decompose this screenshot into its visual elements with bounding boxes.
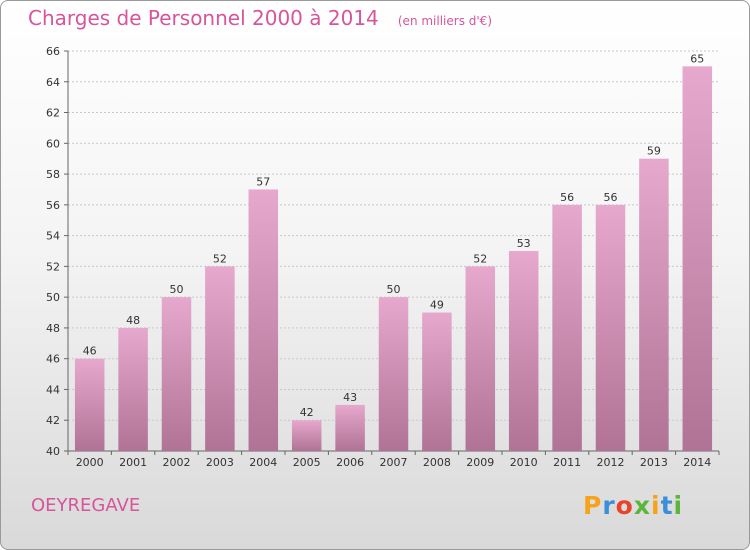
bar-2009	[465, 266, 496, 451]
bar-2004	[248, 189, 279, 451]
x-tick-label-2003: 2003	[206, 456, 234, 469]
y-tick-label: 66	[46, 45, 60, 58]
x-tick-label-2010: 2010	[510, 456, 538, 469]
chart-subtitle: (en milliers d'€)	[397, 14, 492, 28]
y-tick-label: 60	[46, 137, 60, 150]
y-tick-label: 44	[46, 383, 60, 396]
x-tick-label-2001: 2001	[119, 456, 147, 469]
bar-2013	[639, 158, 669, 451]
x-tick-label-2006: 2006	[336, 456, 364, 469]
logo-letter: P	[583, 491, 603, 520]
y-tick-label: 54	[46, 230, 60, 243]
logo-letter: i	[673, 491, 684, 520]
data-label-2010: 53	[517, 237, 531, 250]
bar-2002	[161, 297, 192, 451]
bar-2001	[118, 327, 148, 451]
x-tick-label-2008: 2008	[423, 456, 451, 469]
x-tick-label-2000: 2000	[76, 456, 104, 469]
labels: 46 2000 48 2001 50 2002 52 2003 57 2004 42 2005 43 20…	[76, 52, 712, 469]
data-label-2003: 52	[213, 252, 227, 265]
title-row: Charges de Personnel 2000 à 2014 (en mil…	[28, 6, 492, 30]
data-label-2011: 56	[560, 191, 574, 204]
bar-2010	[508, 251, 539, 451]
y-tick-label: 62	[46, 107, 60, 120]
data-label-2002: 50	[170, 283, 184, 296]
bar-2006	[335, 404, 365, 451]
bars	[74, 66, 713, 451]
axes: 40 42 44 46 48 50 52 54 56 58 60 62 64 66	[46, 45, 720, 458]
y-tick-label: 40	[46, 445, 60, 458]
logo-letter: t	[660, 491, 674, 520]
data-label-2009: 52	[473, 252, 487, 265]
bar-2003	[205, 266, 235, 451]
x-tick-label-2004: 2004	[249, 456, 277, 469]
x-tick-label-2013: 2013	[640, 456, 668, 469]
bar-2008	[422, 312, 452, 451]
x-tick-label-2002: 2002	[163, 456, 191, 469]
data-label-2006: 43	[343, 391, 357, 404]
data-label-2014: 65	[690, 52, 704, 65]
y-tick-label: 56	[46, 199, 60, 212]
y-tick-label: 64	[46, 76, 60, 89]
logo-letter: i	[651, 491, 661, 520]
x-tick-label-2007: 2007	[380, 456, 408, 469]
data-label-2005: 42	[300, 406, 314, 419]
x-tick-label-2009: 2009	[466, 456, 494, 469]
x-tick-label-2012: 2012	[597, 456, 625, 469]
y-tick-label: 50	[46, 291, 60, 304]
logo-letter: o	[615, 491, 634, 520]
data-label-2013: 59	[647, 145, 661, 158]
data-label-2007: 50	[387, 283, 401, 296]
y-tick-label: 58	[46, 168, 60, 181]
bar-2007	[378, 297, 409, 451]
x-tick-label-2011: 2011	[553, 456, 581, 469]
proxiti-logo[interactable]: Proxiti	[583, 491, 683, 520]
x-tick-label-2014: 2014	[683, 456, 711, 469]
y-tick-label: 48	[46, 322, 60, 335]
location-name: OEYREGAVE	[31, 495, 141, 516]
y-tick-label: 42	[46, 414, 60, 427]
data-label-2000: 46	[83, 345, 97, 358]
data-label-2001: 48	[126, 314, 140, 327]
bar-2005	[291, 420, 322, 451]
logo-letter: r	[602, 491, 616, 520]
bar-2012	[595, 204, 626, 451]
data-label-2012: 56	[604, 191, 618, 204]
y-tick-label: 46	[46, 353, 60, 366]
chart-title: Charges de Personnel 2000 à 2014	[28, 6, 379, 30]
data-label-2004: 57	[256, 175, 270, 188]
y-tick-label: 52	[46, 260, 60, 273]
bar-2000	[74, 358, 105, 451]
bar-2014	[682, 66, 713, 451]
x-tick-label-2005: 2005	[293, 456, 321, 469]
bar-2011	[552, 204, 582, 451]
logo-letter: x	[633, 491, 651, 520]
data-label-2008: 49	[430, 299, 444, 312]
